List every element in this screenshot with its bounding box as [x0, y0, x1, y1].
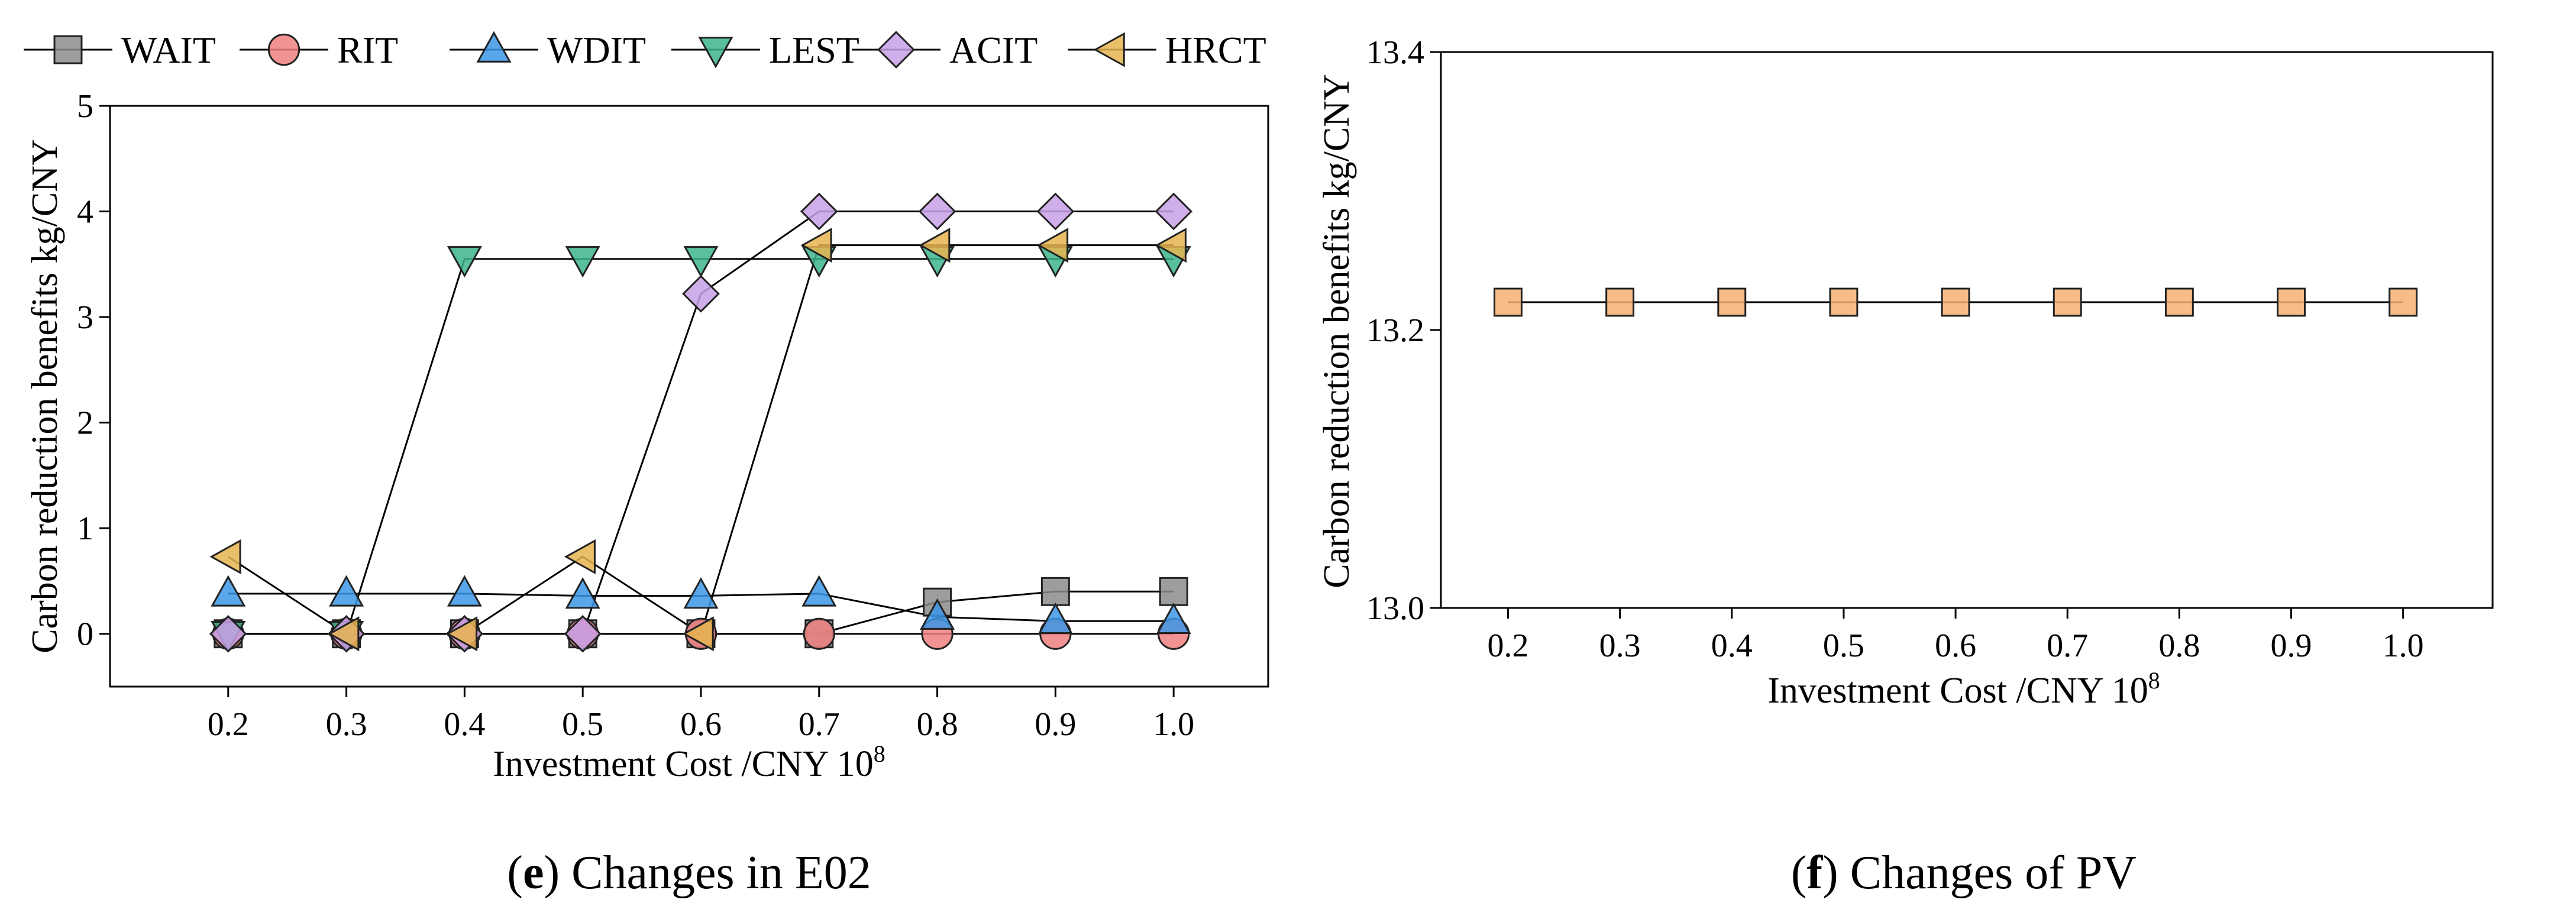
- y-axis-title-f: Carbon reduction benefits kg/CNY: [1317, 74, 1357, 588]
- x-tick-label: 0.7: [2047, 627, 2088, 664]
- series-markers-e: [209, 192, 1192, 653]
- legend-marker-rit: [267, 33, 300, 66]
- legend-marker-lest: [698, 37, 733, 69]
- x-axis-title-f: Investment Cost /CNY 108: [1767, 667, 2160, 711]
- x-tick-label: 0.8: [2158, 627, 2200, 664]
- x-tick-label: 0.4: [1711, 627, 1753, 664]
- data-point-wdit: [801, 575, 837, 607]
- chart-e: 0 1 2 3 4 5 0.2 0.3 0.4 0.5 0.6 0.7 0.8 0.9 1.0 Inves…: [25, 88, 1269, 784]
- legend-label-lest: LEST: [769, 29, 859, 71]
- data-point-wdit: [1156, 602, 1191, 635]
- x-tick-label: 0.9: [2271, 627, 2312, 664]
- data-point-hrct: [564, 539, 596, 574]
- data-point-lest: [565, 246, 600, 278]
- data-point-acit: [209, 614, 247, 653]
- data-point-hrct: [919, 228, 951, 263]
- y-axis-title-e: Carbon reduction benefits kg/CNY: [25, 139, 65, 653]
- data-point-pv: [2388, 287, 2418, 317]
- data-point-hrct: [682, 616, 714, 652]
- data-point-wdit: [920, 598, 955, 630]
- legend-marker-wait: [53, 35, 83, 64]
- legend: WAIT RIT WDIT LEST ACIT HRCT: [24, 29, 1266, 71]
- y-tick-label: 4: [77, 194, 93, 231]
- y-axis-e: 0 1 2 3 4 5: [77, 88, 110, 653]
- legend-label-wdit: WDIT: [547, 29, 646, 71]
- y-axis-f: 13.0 13.2 13.4: [1366, 34, 1441, 627]
- y-tick-label: 1: [77, 510, 93, 547]
- caption-e: (e) Changes in E02: [507, 847, 871, 899]
- legend-marker-hrct: [1093, 32, 1125, 67]
- data-point-wait: [1159, 577, 1188, 606]
- x-tick-label: 0.7: [799, 706, 840, 743]
- data-point-acit: [564, 614, 602, 653]
- x-tick-label: 0.2: [208, 706, 249, 743]
- x-tick-label: 0.5: [1823, 627, 1864, 664]
- caption-f: (f) Changes of PV: [1791, 847, 2137, 899]
- plot-area-f: [1440, 51, 2494, 609]
- x-axis-e: 0.2 0.3 0.4 0.5 0.6 0.7 0.8 0.9 1.0: [208, 687, 1194, 743]
- x-axis-f: 0.2 0.3 0.4 0.5 0.6 0.7 0.8 0.9 1.0: [1487, 608, 2424, 664]
- data-point-pv: [2053, 287, 2082, 317]
- data-point-pv: [2277, 287, 2306, 317]
- data-point-pv: [2164, 287, 2194, 317]
- data-point-hrct: [445, 616, 478, 652]
- y-tick-label: 13.2: [1366, 312, 1424, 349]
- data-point-wdit: [683, 577, 719, 609]
- data-point-pv: [1494, 287, 1523, 317]
- x-tick-label: 0.2: [1487, 627, 1528, 664]
- y-tick-label: 13.0: [1366, 590, 1424, 627]
- data-point-pv: [1829, 287, 1859, 317]
- x-tick-label: 0.6: [1935, 627, 1976, 664]
- y-tick-label: 3: [77, 299, 93, 336]
- x-tick-label: 0.5: [562, 706, 603, 743]
- data-point-hrct: [1036, 228, 1069, 263]
- x-tick-label: 0.3: [326, 706, 367, 743]
- x-tick-label: 0.3: [1599, 627, 1641, 664]
- x-tick-label: 1.0: [1153, 706, 1194, 743]
- data-point-wait: [1040, 577, 1070, 606]
- data-point-hrct: [209, 539, 241, 574]
- legend-marker-wdit: [476, 31, 512, 63]
- data-point-acit: [918, 192, 956, 231]
- data-point-acit: [682, 274, 720, 313]
- y-tick-label: 5: [77, 88, 93, 125]
- plot-area-e: [109, 105, 1269, 688]
- data-point-hrct: [328, 616, 360, 652]
- data-point-hrct: [1155, 228, 1187, 263]
- data-point-wdit: [447, 575, 482, 607]
- data-point-rit: [803, 617, 835, 650]
- chart-f: 13.0 13.2 13.4 0.2 0.3 0.4 0.5 0.6 0.7 0.8 0.9 1.0…: [1317, 34, 2494, 711]
- data-point-wdit: [1037, 602, 1073, 635]
- legend-marker-acit: [877, 31, 915, 69]
- data-point-wdit: [565, 577, 600, 609]
- x-tick-label: 0.9: [1035, 706, 1076, 743]
- y-tick-label: 0: [77, 616, 93, 653]
- data-point-wdit: [211, 575, 246, 607]
- x-tick-label: 0.6: [680, 706, 722, 743]
- data-point-hrct: [800, 228, 832, 263]
- data-point-pv: [1941, 287, 1970, 317]
- legend-label-rit: RIT: [337, 29, 398, 71]
- x-tick-label: 0.8: [917, 706, 958, 743]
- legend-label-wait: WAIT: [121, 29, 216, 71]
- legend-label-hrct: HRCT: [1165, 29, 1266, 71]
- y-tick-label: 2: [77, 405, 93, 442]
- data-point-lest: [683, 246, 719, 278]
- data-point-pv: [1605, 287, 1635, 317]
- data-point-lest: [447, 246, 482, 278]
- legend-label-acit: ACIT: [949, 29, 1037, 71]
- x-tick-label: 1.0: [2383, 627, 2424, 664]
- series-markers-f: [1494, 287, 2418, 317]
- data-point-pv: [1717, 287, 1747, 317]
- data-point-acit: [800, 192, 838, 231]
- data-point-acit: [1155, 192, 1192, 231]
- data-point-acit: [1036, 192, 1075, 231]
- y-tick-label: 13.4: [1366, 34, 1424, 71]
- x-tick-label: 0.4: [444, 706, 485, 743]
- x-axis-title-e: Investment Cost /CNY 108: [493, 740, 885, 784]
- data-point-wdit: [329, 575, 364, 607]
